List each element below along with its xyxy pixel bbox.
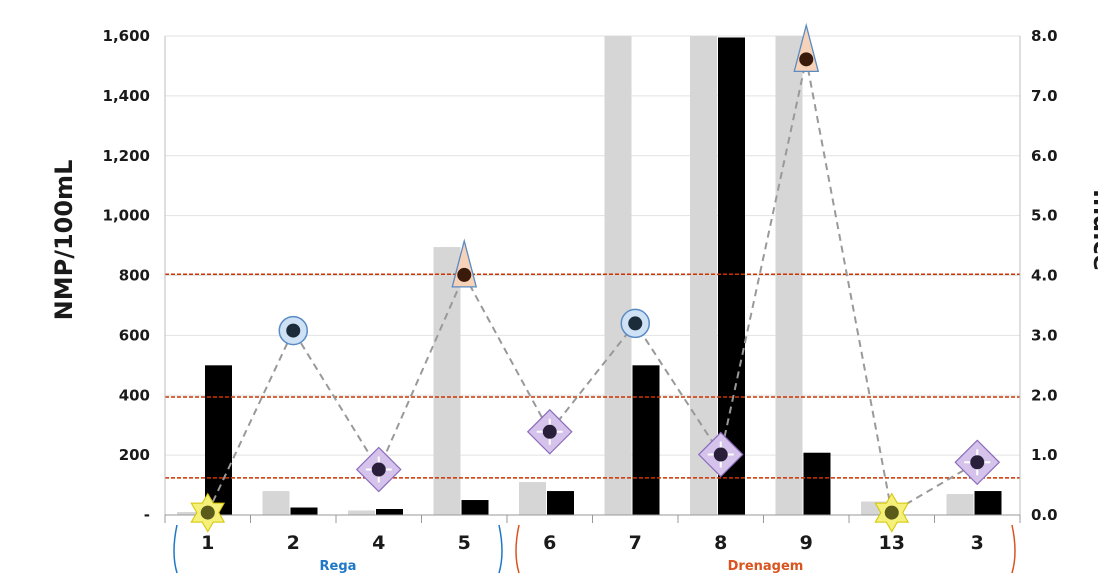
bar-light [775, 36, 803, 515]
y-axis-title: NMP/100mL [50, 160, 78, 321]
y-tick-label: 1,600 [103, 27, 150, 45]
group-bracket-left [515, 524, 520, 574]
star-marker-dot [884, 505, 899, 520]
y-tick-label: 1,400 [103, 87, 150, 105]
bar-dark [974, 491, 1002, 515]
category-label: 9 [800, 532, 813, 554]
diamond-marker-dot [371, 462, 386, 477]
category-label: 7 [629, 532, 642, 554]
bar-dark [803, 452, 831, 515]
group-label: Rega [320, 559, 357, 574]
reference-lines [165, 273, 1020, 479]
bar-light [604, 36, 632, 515]
grid-layer [165, 35, 1020, 456]
y2-tick-label: 7.0 [1031, 87, 1058, 105]
group-label: Drenagem [728, 559, 804, 574]
y2-tick-label: 2.0 [1031, 386, 1058, 404]
bar-light [262, 491, 290, 515]
axis-layer [164, 36, 1021, 574]
bar-dark [461, 500, 489, 515]
triangle-marker-dot [799, 52, 814, 67]
bar-light [519, 482, 546, 515]
group-bracket-right [1011, 524, 1016, 574]
y-tick-label: 200 [119, 446, 150, 464]
y-tick-label: - [144, 506, 150, 524]
bar-light [690, 36, 717, 515]
diamond-marker-dot [970, 455, 985, 470]
triangle-marker-dot [457, 267, 472, 282]
bar-dark [376, 509, 403, 515]
index-line [206, 59, 978, 515]
bar-light [946, 494, 974, 515]
y2-tick-label: 0.0 [1031, 506, 1058, 524]
category-label: 4 [372, 532, 385, 554]
category-label: 2 [287, 532, 300, 554]
bar-light [348, 510, 375, 515]
bar-dark [547, 491, 574, 515]
bar-dark [205, 365, 232, 515]
y-tick-label: 800 [119, 267, 150, 285]
category-label: 6 [543, 532, 556, 554]
y-tick-label: 600 [119, 326, 150, 344]
diamond-marker-dot [713, 447, 728, 462]
circle-marker-dot [286, 323, 301, 338]
bar-dark [290, 507, 318, 515]
star-marker-dot [200, 505, 215, 520]
y2-tick-label: 8.0 [1031, 27, 1058, 45]
category-label: 5 [458, 532, 471, 554]
y2-tick-label: 4.0 [1031, 267, 1058, 285]
category-label: 13 [879, 532, 905, 554]
y2-axis-title: Índice [1088, 189, 1098, 271]
y2-tick-label: 6.0 [1031, 147, 1058, 165]
label-layer: - 200 400 600 800 1,000 1,200 1,400 1,600 0.0 1.0 2… [103, 27, 1058, 574]
diamond-marker-dot [542, 424, 557, 439]
y-tick-label: 400 [119, 386, 150, 404]
category-label: 1 [201, 532, 214, 554]
bar-dark [632, 365, 660, 515]
category-label: 8 [714, 532, 727, 554]
index-line-layer [190, 22, 1001, 533]
category-label: 3 [971, 532, 984, 554]
group-bracket-right [498, 524, 503, 574]
circle-marker-dot [628, 316, 643, 331]
bar-light [177, 512, 204, 515]
y-tick-label: 1,200 [103, 147, 150, 165]
y-tick-label: 1,000 [103, 207, 150, 225]
y2-tick-label: 5.0 [1031, 207, 1058, 225]
y2-tick-label: 1.0 [1031, 446, 1058, 464]
group-bracket-left [173, 524, 178, 574]
y2-tick-label: 3.0 [1031, 326, 1058, 344]
